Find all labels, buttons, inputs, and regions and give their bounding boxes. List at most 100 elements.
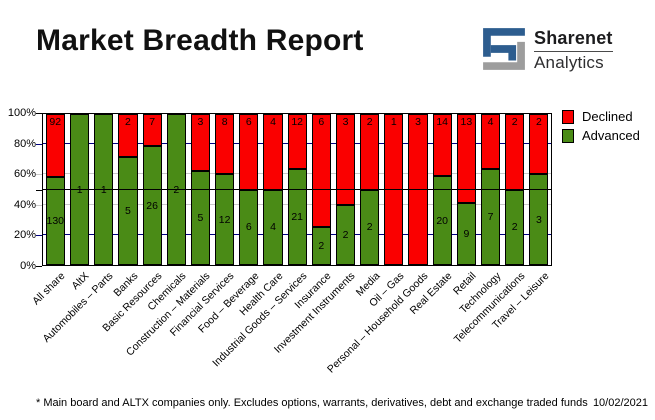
legend: Declined Advanced xyxy=(562,109,640,147)
legend-label-declined: Declined xyxy=(582,109,633,124)
fifty-percent-reference-line xyxy=(43,188,551,190)
declined-segment: 7 xyxy=(142,114,162,147)
advanced-segment: 21 xyxy=(287,168,307,265)
declined-segment: 6 xyxy=(239,114,259,190)
declined-segment: 3 xyxy=(408,114,428,265)
bar-1: 92 130 xyxy=(45,114,66,265)
declined-value-label: 3 xyxy=(197,116,204,128)
advanced-segment: 2 xyxy=(505,189,525,265)
declined-value-label: 6 xyxy=(318,116,325,128)
y-tick-label-100%: 100% xyxy=(7,107,36,119)
page-title: Market Breadth Report xyxy=(36,24,364,57)
advanced-segment: 1 xyxy=(94,114,114,265)
bar-8: 8 12 xyxy=(215,114,235,265)
declined-value-label: 2 xyxy=(366,116,373,128)
advanced-segment: 2 xyxy=(360,189,380,265)
y-tick-label-40%: 40% xyxy=(13,198,36,211)
declined-value-label: 12 xyxy=(291,116,303,128)
y-tick-label-60%: 60% xyxy=(13,168,36,181)
declined-color-swatch xyxy=(562,109,574,124)
y-tick-label-80%: 80% xyxy=(13,137,36,150)
declined-value-label: 1 xyxy=(390,116,397,128)
advanced-value-label: 2 xyxy=(318,240,325,253)
advanced-value-label: 5 xyxy=(197,211,204,224)
y-tick-label-20%: 20% xyxy=(13,229,36,242)
advanced-segment: 2 xyxy=(166,114,186,265)
advanced-segment: 26 xyxy=(142,146,162,265)
y-tick-mark xyxy=(36,143,42,145)
declined-segment: 2 xyxy=(529,114,549,175)
bar-5: 7 26 xyxy=(142,114,162,265)
advanced-segment: 6 xyxy=(239,189,259,265)
logo-brand-suffix: Analytics xyxy=(534,53,604,72)
y-tick-mark xyxy=(36,204,42,206)
declined-value-label: 2 xyxy=(125,116,131,128)
declined-segment: 8 xyxy=(215,114,235,175)
declined-segment: 1 xyxy=(384,114,404,265)
logo-text: Sharenet Analytics xyxy=(534,28,613,73)
bar-6: 2 xyxy=(166,114,186,265)
declined-value-label: 7 xyxy=(149,116,156,128)
advanced-value-label: 26 xyxy=(146,199,158,212)
advanced-value-label: 20 xyxy=(436,214,449,227)
declined-value-label: 6 xyxy=(245,116,252,128)
bars-layer: 92 130 1 1 2 5 7 26 2 3 5 8 12 6 6 4 4 12 21 6 2 3 2 2 2 1 3 14 20 13… xyxy=(43,114,551,265)
advanced-segment: 9 xyxy=(456,203,476,265)
declined-value-label: 2 xyxy=(535,116,542,128)
declined-value-label: 8 xyxy=(221,116,228,128)
advanced-value-label: 2 xyxy=(366,221,373,234)
advanced-segment: 3 xyxy=(529,174,549,265)
bar-11: 12 21 xyxy=(287,114,307,265)
advanced-value-label: 1 xyxy=(76,183,83,196)
advanced-segment: 130 xyxy=(45,176,66,265)
declined-segment: 12 xyxy=(287,114,307,169)
advanced-color-swatch xyxy=(562,128,574,143)
y-tick-mark-50 xyxy=(36,189,42,191)
advanced-segment: 1 xyxy=(70,114,90,265)
y-tick-mark xyxy=(36,174,42,176)
advanced-segment: 7 xyxy=(480,168,501,265)
declined-segment: 6 xyxy=(311,114,331,228)
y-tick-mark xyxy=(36,113,42,114)
advanced-segment: 5 xyxy=(118,157,138,265)
advanced-value-label: 12 xyxy=(218,213,231,226)
advanced-segment: 2 xyxy=(335,204,356,265)
declined-segment: 3 xyxy=(335,114,356,205)
legend-item-advanced: Advanced xyxy=(562,128,640,143)
declined-segment: 4 xyxy=(263,114,283,190)
sharenet-logo: Sharenet Analytics xyxy=(482,27,613,73)
bar-18: 13 9 xyxy=(456,114,476,265)
advanced-value-label: 1 xyxy=(100,183,107,196)
declined-segment: 2 xyxy=(505,114,525,190)
declined-value-label: 3 xyxy=(415,116,421,128)
report-date: 10/02/2021 xyxy=(592,397,648,409)
bar-16: 3 xyxy=(408,114,428,265)
declined-value-label: 92 xyxy=(49,116,62,128)
advanced-value-label: 4 xyxy=(270,221,276,234)
bar-3: 1 xyxy=(94,114,114,265)
legend-item-declined: Declined xyxy=(562,109,640,124)
declined-segment: 14 xyxy=(432,114,452,177)
y-tick-mark xyxy=(36,235,42,237)
declined-value-label: 4 xyxy=(270,116,276,128)
sharenet-logo-icon xyxy=(483,28,525,70)
declined-segment: 92 xyxy=(45,114,66,177)
declined-value-label: 4 xyxy=(487,116,494,128)
advanced-segment: 20 xyxy=(432,176,452,265)
declined-value-label: 3 xyxy=(342,116,349,128)
bar-15: 1 xyxy=(384,114,404,265)
advanced-value-label: 2 xyxy=(173,183,180,196)
advanced-value-label: 2 xyxy=(511,221,518,234)
logo-brand-name: Sharenet xyxy=(534,28,613,52)
declined-segment: 13 xyxy=(456,114,476,204)
x-tick-label-1: All share xyxy=(30,270,68,308)
y-tick-label-0%: 0% xyxy=(20,260,36,272)
